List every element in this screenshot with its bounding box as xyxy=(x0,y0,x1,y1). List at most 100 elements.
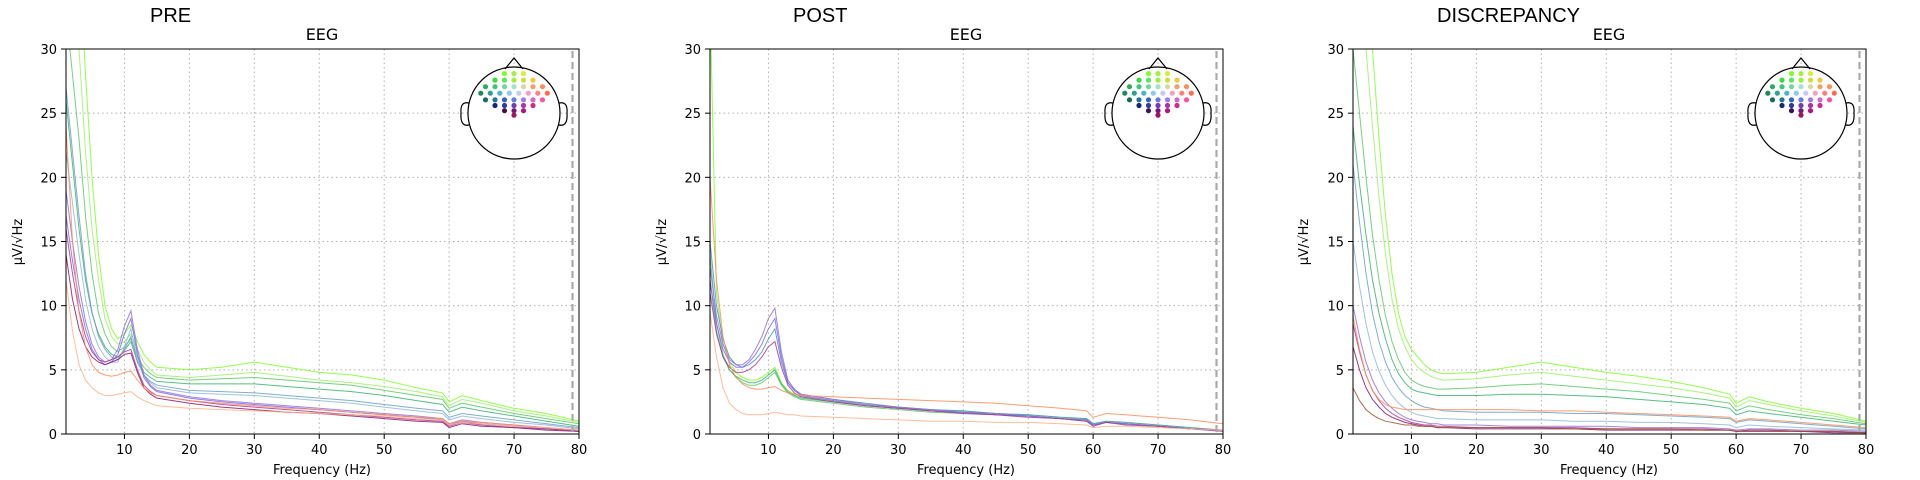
x-tick-label: 20 xyxy=(181,443,198,458)
x-axis-label-pre: Frequency (Hz) xyxy=(273,463,371,478)
series-line xyxy=(66,254,579,432)
x-tick-label: 10 xyxy=(760,443,777,458)
sensor-dot xyxy=(1122,90,1128,96)
sensor-dot xyxy=(1798,97,1804,103)
y-tick-label: 25 xyxy=(40,107,57,122)
sensor-dot xyxy=(1155,102,1161,109)
sensor-dot xyxy=(511,84,517,90)
sensor-dot xyxy=(1788,108,1795,114)
sensor-dot xyxy=(530,97,536,103)
sensor-dot xyxy=(1155,71,1161,77)
right-ear-shape xyxy=(558,102,568,126)
sensor-dot xyxy=(497,90,503,96)
sensor-dot xyxy=(1145,71,1152,77)
sensor-dot xyxy=(1155,77,1161,83)
sensor-dot xyxy=(1798,71,1804,77)
series-line xyxy=(710,177,1223,425)
series-line xyxy=(1353,315,1866,429)
series-group-post xyxy=(710,49,1223,432)
sensor-dot xyxy=(1141,90,1147,96)
sensor-dot xyxy=(1793,90,1799,96)
y-tick-label: 25 xyxy=(684,107,701,122)
sensor-dot xyxy=(482,84,489,90)
y-axis-label-discrepancy: µV/√Hz xyxy=(1297,219,1312,266)
sensor-dot xyxy=(1788,77,1795,83)
sensor-dot xyxy=(539,84,546,90)
sensor-dot xyxy=(1136,77,1142,83)
sensor-dot xyxy=(1126,97,1133,103)
y-tick-label: 0 xyxy=(49,428,57,443)
sensor-dot xyxy=(1779,77,1785,83)
nose-shape xyxy=(1791,57,1811,70)
sensor-dot xyxy=(1183,97,1190,103)
sensor-dot xyxy=(492,84,498,90)
sensor-dot xyxy=(1807,84,1814,90)
y-tick-label: 0 xyxy=(1336,428,1344,443)
series-group-discrepancy xyxy=(1353,49,1866,434)
y-tick-label: 0 xyxy=(693,428,701,443)
sensor-dot xyxy=(1807,97,1814,103)
sensor-dot xyxy=(1164,77,1171,83)
y-tick-label: 10 xyxy=(1327,300,1344,315)
left-ear-shape xyxy=(1104,102,1114,126)
sensor-dot xyxy=(1169,90,1175,96)
sensor-dot xyxy=(1765,90,1771,96)
x-tick-label: 40 xyxy=(955,443,972,458)
sensor-head-icon xyxy=(1104,57,1212,160)
sensor-dot xyxy=(482,97,489,103)
panel-pre: PRE EEG Frequency (Hz) µV/√Hz xyxy=(11,5,371,478)
sensor-dot xyxy=(1803,90,1809,96)
section-title-post: POST xyxy=(793,5,847,27)
right-ear-shape xyxy=(1202,102,1212,126)
y-tick-label: 20 xyxy=(1327,171,1344,186)
panel-title-pre: EEG xyxy=(306,25,339,44)
sensor-dot xyxy=(1179,90,1185,96)
sensor-dot xyxy=(511,77,517,83)
series-line xyxy=(710,254,1223,431)
sensor-dot xyxy=(520,84,527,90)
sensor-dot xyxy=(530,102,536,109)
x-tick-label: 30 xyxy=(890,443,907,458)
sensor-dot xyxy=(1817,84,1823,90)
series-line xyxy=(1353,305,1866,432)
sensor-dot xyxy=(1145,108,1152,114)
series-line xyxy=(66,100,579,427)
series-line xyxy=(710,267,1223,431)
sensor-dot xyxy=(1817,102,1823,109)
series-line xyxy=(66,151,579,430)
left-ear-shape xyxy=(1747,102,1757,126)
y-tick-label: 15 xyxy=(40,236,57,251)
sensor-dot xyxy=(1807,108,1814,114)
y-tick-label: 30 xyxy=(684,43,701,58)
series-line xyxy=(710,49,1223,431)
x-tick-label: 70 xyxy=(1150,443,1167,458)
sensor-dot xyxy=(501,77,508,83)
nose-shape xyxy=(1148,57,1168,70)
sensor-dot xyxy=(1150,90,1156,96)
x-tick-label: 20 xyxy=(1468,443,1485,458)
sensor-dot xyxy=(1798,112,1804,118)
sensor-dot xyxy=(511,112,517,118)
sensor-dot xyxy=(520,108,527,114)
sensor-dot xyxy=(501,84,508,90)
sensor-dot xyxy=(492,97,498,103)
plot-area-pre: 10 20 30 40 50 60 70 80 0 5 10 15 20 25 30 xyxy=(40,43,587,458)
sensor-dot xyxy=(511,71,517,77)
x-tick-label: 50 xyxy=(376,443,393,458)
sensor-dot xyxy=(1126,84,1133,90)
x-tick-label: 50 xyxy=(1663,443,1680,458)
sensor-dot xyxy=(1164,108,1171,114)
sensor-dot xyxy=(1807,102,1814,109)
sensor-dot xyxy=(1155,97,1161,103)
sensor-dot xyxy=(478,90,484,96)
x-tick-label: 60 xyxy=(1728,443,1745,458)
sensor-dot xyxy=(1788,71,1795,77)
sensor-dot xyxy=(1136,84,1142,90)
sensor-dot xyxy=(1174,84,1180,90)
series-line xyxy=(1353,387,1866,434)
sensor-dot xyxy=(1779,84,1785,90)
x-tick-label: 50 xyxy=(1020,443,1037,458)
series-line xyxy=(1353,125,1866,426)
plot-area-discrepancy: 10 20 30 40 50 60 70 80 0 5 10 15 20 25 30 xyxy=(1327,43,1874,458)
sensor-dot xyxy=(492,77,498,83)
